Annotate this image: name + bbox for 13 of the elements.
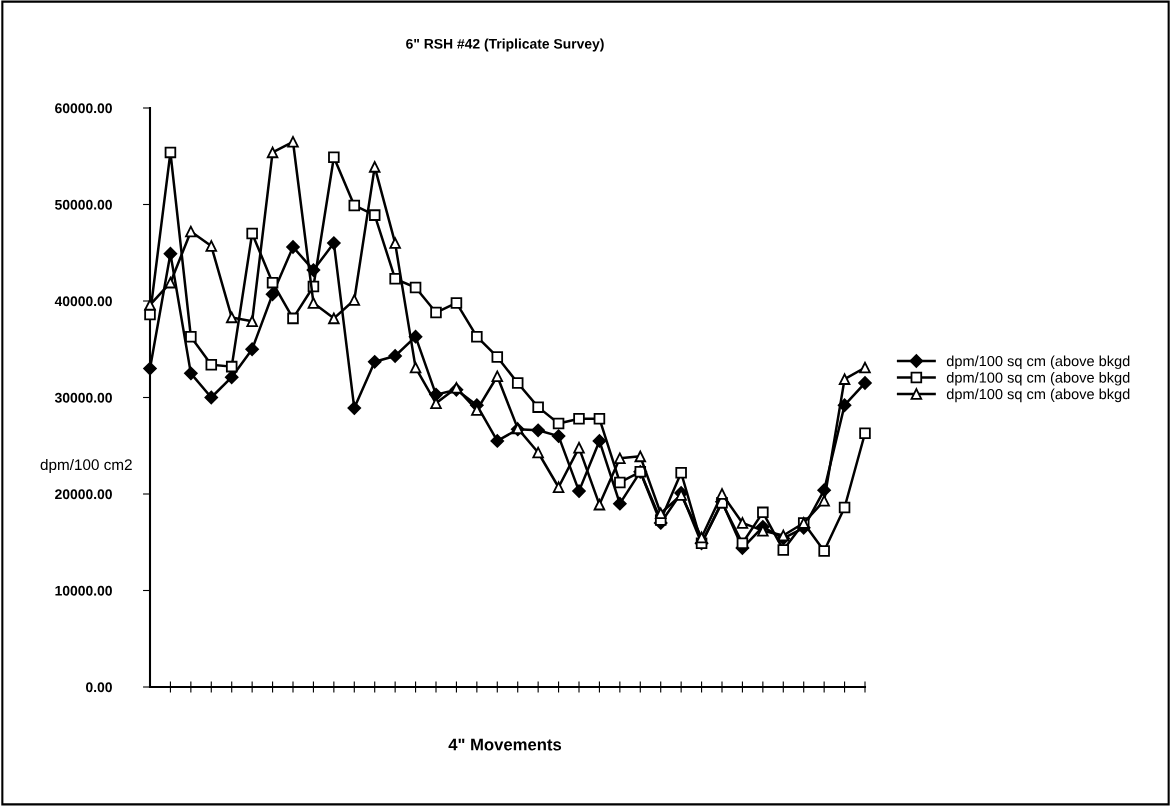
y-axis-title: dpm/100 cm2 (40, 458, 132, 474)
legend-label: dpm/100 sq cm (above bkgd (946, 388, 1130, 403)
y-tick-label: 10000.00 (55, 585, 112, 596)
y-tick-label: 0.00 (86, 682, 112, 693)
legend-label: dpm/100 sq cm (above bkgd (946, 355, 1130, 370)
chart-title: 6" RSH #42 (Triplicate Survey) (406, 38, 604, 52)
x-axis-title: 4" Movements (448, 738, 562, 751)
y-tick-label: 40000.00 (54, 296, 112, 307)
y-tick-label: 20000.00 (55, 489, 112, 500)
y-tick-label: 60000.00 (55, 103, 112, 114)
y-tick-label: 50000.00 (55, 199, 112, 210)
legend-label: dpm/100 sq cm (above bkgd (946, 372, 1130, 386)
y-tick-label: 30000.00 (54, 392, 112, 403)
